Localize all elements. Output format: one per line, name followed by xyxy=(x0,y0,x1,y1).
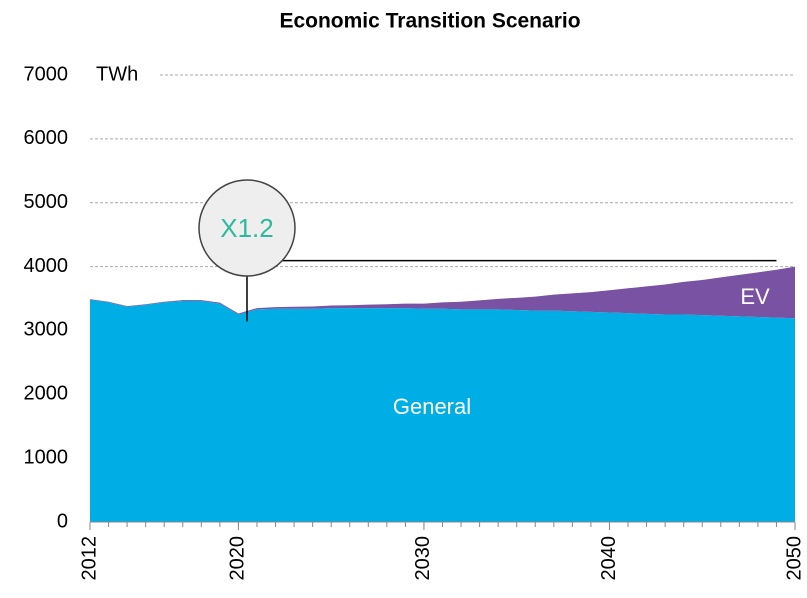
y-tick-label: 3000 xyxy=(24,319,69,341)
y-tick-label: 0 xyxy=(57,510,68,532)
x-tick-label: 2012 xyxy=(78,536,100,581)
y-tick-label: 6000 xyxy=(24,127,69,149)
y-tick-label: 4000 xyxy=(24,255,69,277)
y-tick-label: 5000 xyxy=(24,191,69,213)
x-tick-label: 2040 xyxy=(598,536,620,581)
x-tick-label: 2030 xyxy=(412,536,434,581)
y-tick-label: 1000 xyxy=(24,446,69,468)
annotation-label: X1.2 xyxy=(220,213,274,243)
x-tick-label: 2020 xyxy=(227,536,249,581)
series-label: EV xyxy=(740,284,770,309)
area xyxy=(90,266,795,319)
y-tick-label: 7000 xyxy=(24,63,69,85)
area xyxy=(90,299,795,522)
annotation-circle xyxy=(198,179,296,277)
y-unit-label: TWh xyxy=(96,63,138,85)
chart-title: Economic Transition Scenario xyxy=(279,10,580,33)
series-label: General xyxy=(393,394,471,419)
y-tick-label: 2000 xyxy=(24,383,69,405)
x-tick-label: 2050 xyxy=(783,536,805,581)
